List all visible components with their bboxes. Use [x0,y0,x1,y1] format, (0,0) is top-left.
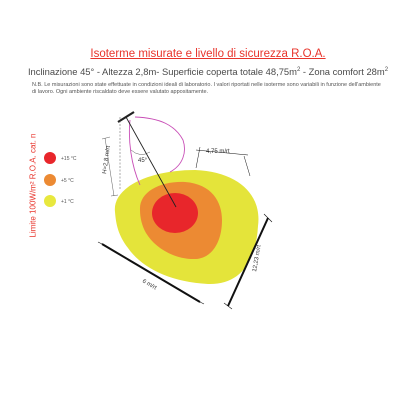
height-tick-bottom [110,194,119,197]
dimension-lines [97,146,273,310]
length-line [101,243,201,303]
legend-swatch-hot [44,152,56,164]
legend-label-mid: +5 °C [61,178,74,184]
top-width-line [195,149,249,156]
legend: +15 °C +5 °C +1 °C [44,152,77,207]
diagram-subtitle: Inclinazione 45° - Altezza 2,8m- Superfi… [0,66,416,77]
depth-tick-bottom [223,302,233,310]
heater-beam [128,116,185,186]
top-width-label: 4,75 m/rt [206,149,230,155]
depth-label: 12,23 m/rt [252,244,263,272]
top-width-tick-right [243,155,251,177]
legend-swatch-mid [44,174,56,186]
diagram-title: Isoterme misurate e livello di sicurezza… [90,48,326,60]
length-tick-right [195,299,205,305]
subtitle-sup1: 2 [296,66,301,73]
isotherm-zone-hot [152,193,198,233]
legend-label-warm: +1 °C [61,199,74,205]
heater-device: H=2,8 m/rt 45° [101,111,177,208]
depth-tick-top [263,213,273,223]
isotherm-zones [114,170,259,285]
subtitle-part1: Inclinazione 45° - Altezza 2,8m- Superfi… [27,66,297,77]
height-dimension-line [104,137,115,197]
legend-swatch-warm [44,195,56,207]
beam-right-edge [134,116,185,173]
angle-arc [130,149,151,155]
top-width-tick-left [195,146,201,169]
length-label: 6 m/rt [141,279,158,292]
angle-label: 45° [138,158,148,164]
heater-axis-line [125,116,177,208]
subtitle-sup2: 2 [384,66,389,73]
height-label: H=2,8 m/rt [102,145,112,174]
beam-left-edge [128,119,141,186]
depth-line [227,217,269,307]
height-tick-top [101,136,111,140]
subtitle-part2: - Zona comfort 28m [300,66,385,77]
length-tick-left [97,241,107,247]
laboratory-note: N.B. Le misurazioni sono state effettuat… [32,82,381,96]
legend-label-hot: +15 °C [61,156,77,162]
